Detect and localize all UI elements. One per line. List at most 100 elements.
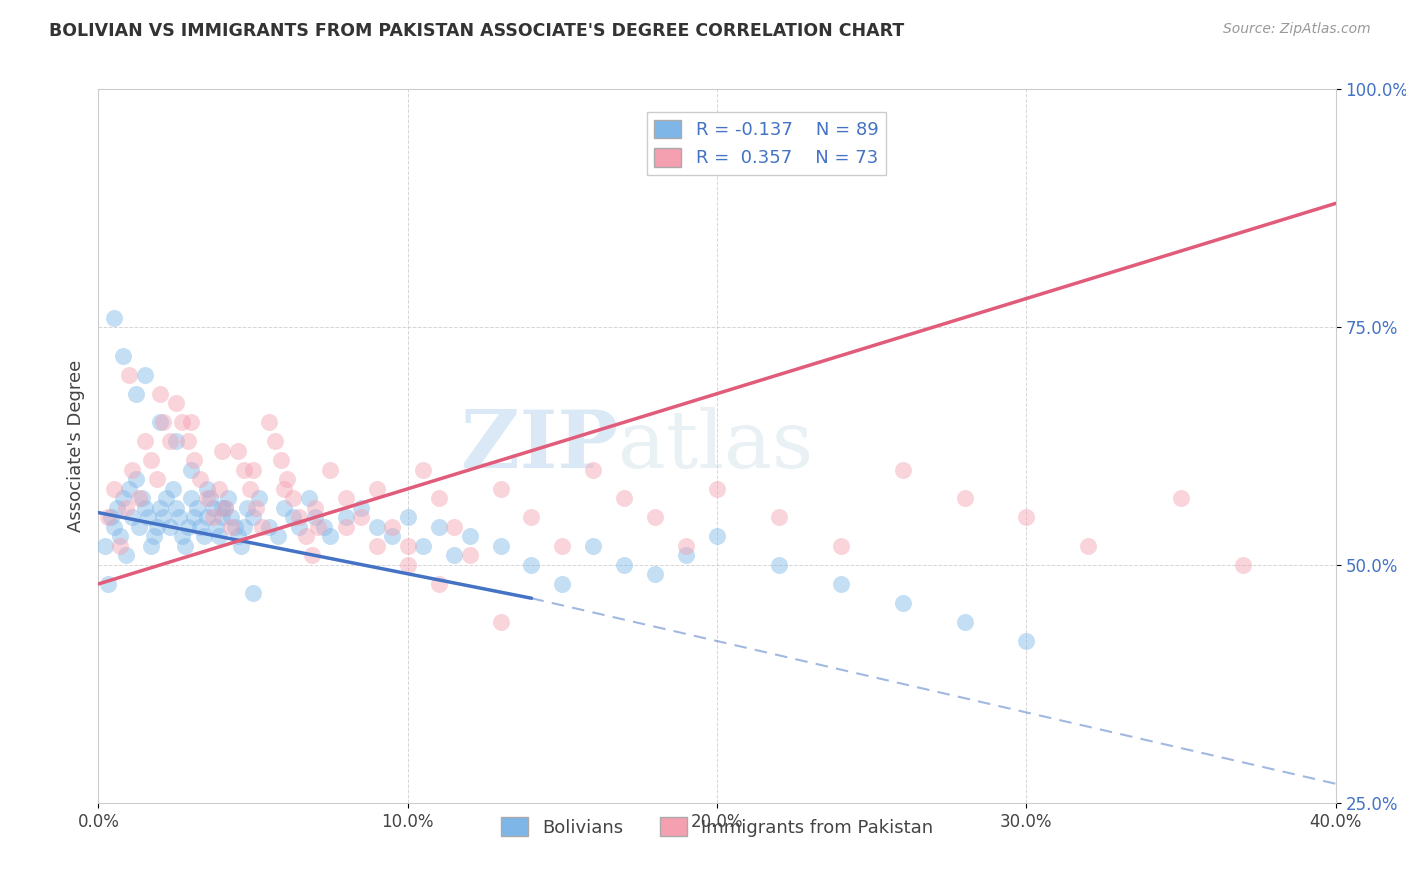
- Point: [183, 510, 205, 524]
- Point: [396, 539, 419, 553]
- Point: [208, 482, 231, 496]
- Point: [267, 529, 290, 543]
- Point: [226, 443, 249, 458]
- Point: [520, 558, 543, 572]
- Point: [167, 510, 190, 524]
- Point: [381, 520, 404, 534]
- Point: [257, 520, 280, 534]
- Point: [180, 463, 202, 477]
- Point: [270, 453, 292, 467]
- Point: [273, 482, 295, 496]
- Point: [165, 500, 187, 515]
- Point: [93, 539, 115, 553]
- Point: [149, 500, 172, 515]
- Point: [427, 491, 450, 506]
- Point: [118, 368, 141, 382]
- Point: [162, 482, 184, 496]
- Point: [165, 396, 187, 410]
- Point: [201, 500, 224, 515]
- Point: [190, 472, 212, 486]
- Point: [103, 310, 125, 325]
- Point: [136, 510, 159, 524]
- Point: [319, 463, 342, 477]
- Point: [283, 491, 305, 506]
- Point: [304, 510, 326, 524]
- Point: [953, 615, 976, 629]
- Point: [100, 510, 122, 524]
- Point: [644, 510, 666, 524]
- Point: [427, 577, 450, 591]
- Point: [891, 596, 914, 610]
- Point: [232, 520, 254, 534]
- Point: [582, 463, 605, 477]
- Point: [159, 520, 181, 534]
- Point: [489, 482, 512, 496]
- Point: [152, 510, 174, 524]
- Point: [146, 472, 169, 486]
- Point: [190, 520, 212, 534]
- Point: [103, 520, 125, 534]
- Point: [301, 549, 323, 563]
- Point: [143, 529, 166, 543]
- Point: [155, 491, 177, 506]
- Point: [307, 520, 329, 534]
- Point: [134, 368, 156, 382]
- Point: [257, 415, 280, 429]
- Point: [551, 577, 574, 591]
- Point: [706, 529, 728, 543]
- Point: [124, 386, 146, 401]
- Point: [288, 520, 311, 534]
- Point: [224, 520, 246, 534]
- Point: [108, 529, 131, 543]
- Point: [1015, 634, 1038, 648]
- Point: [180, 415, 202, 429]
- Point: [551, 539, 574, 553]
- Point: [180, 491, 202, 506]
- Point: [319, 529, 342, 543]
- Legend: Bolivians, Immigrants from Pakistan: Bolivians, Immigrants from Pakistan: [494, 810, 941, 844]
- Point: [221, 510, 243, 524]
- Point: [108, 539, 131, 553]
- Point: [366, 520, 388, 534]
- Point: [768, 558, 790, 572]
- Point: [198, 491, 221, 506]
- Point: [97, 577, 120, 591]
- Point: [139, 539, 162, 553]
- Point: [242, 586, 264, 600]
- Point: [489, 615, 512, 629]
- Point: [675, 539, 697, 553]
- Point: [458, 549, 481, 563]
- Point: [121, 510, 143, 524]
- Point: [263, 434, 285, 449]
- Point: [195, 510, 218, 524]
- Point: [139, 453, 162, 467]
- Point: [891, 463, 914, 477]
- Point: [830, 577, 852, 591]
- Point: [298, 491, 321, 506]
- Point: [146, 520, 169, 534]
- Point: [706, 482, 728, 496]
- Point: [159, 434, 181, 449]
- Point: [226, 529, 249, 543]
- Point: [489, 539, 512, 553]
- Point: [613, 558, 636, 572]
- Point: [768, 510, 790, 524]
- Point: [252, 520, 274, 534]
- Point: [247, 491, 270, 506]
- Text: ZIP: ZIP: [461, 407, 619, 485]
- Point: [124, 472, 146, 486]
- Point: [195, 491, 218, 506]
- Point: [335, 510, 357, 524]
- Point: [214, 500, 236, 515]
- Point: [443, 520, 465, 534]
- Point: [170, 529, 193, 543]
- Point: [314, 520, 336, 534]
- Point: [149, 415, 172, 429]
- Point: [443, 549, 465, 563]
- Point: [177, 434, 200, 449]
- Point: [211, 500, 233, 515]
- Point: [112, 349, 135, 363]
- Point: [183, 453, 205, 467]
- Point: [304, 500, 326, 515]
- Point: [396, 558, 419, 572]
